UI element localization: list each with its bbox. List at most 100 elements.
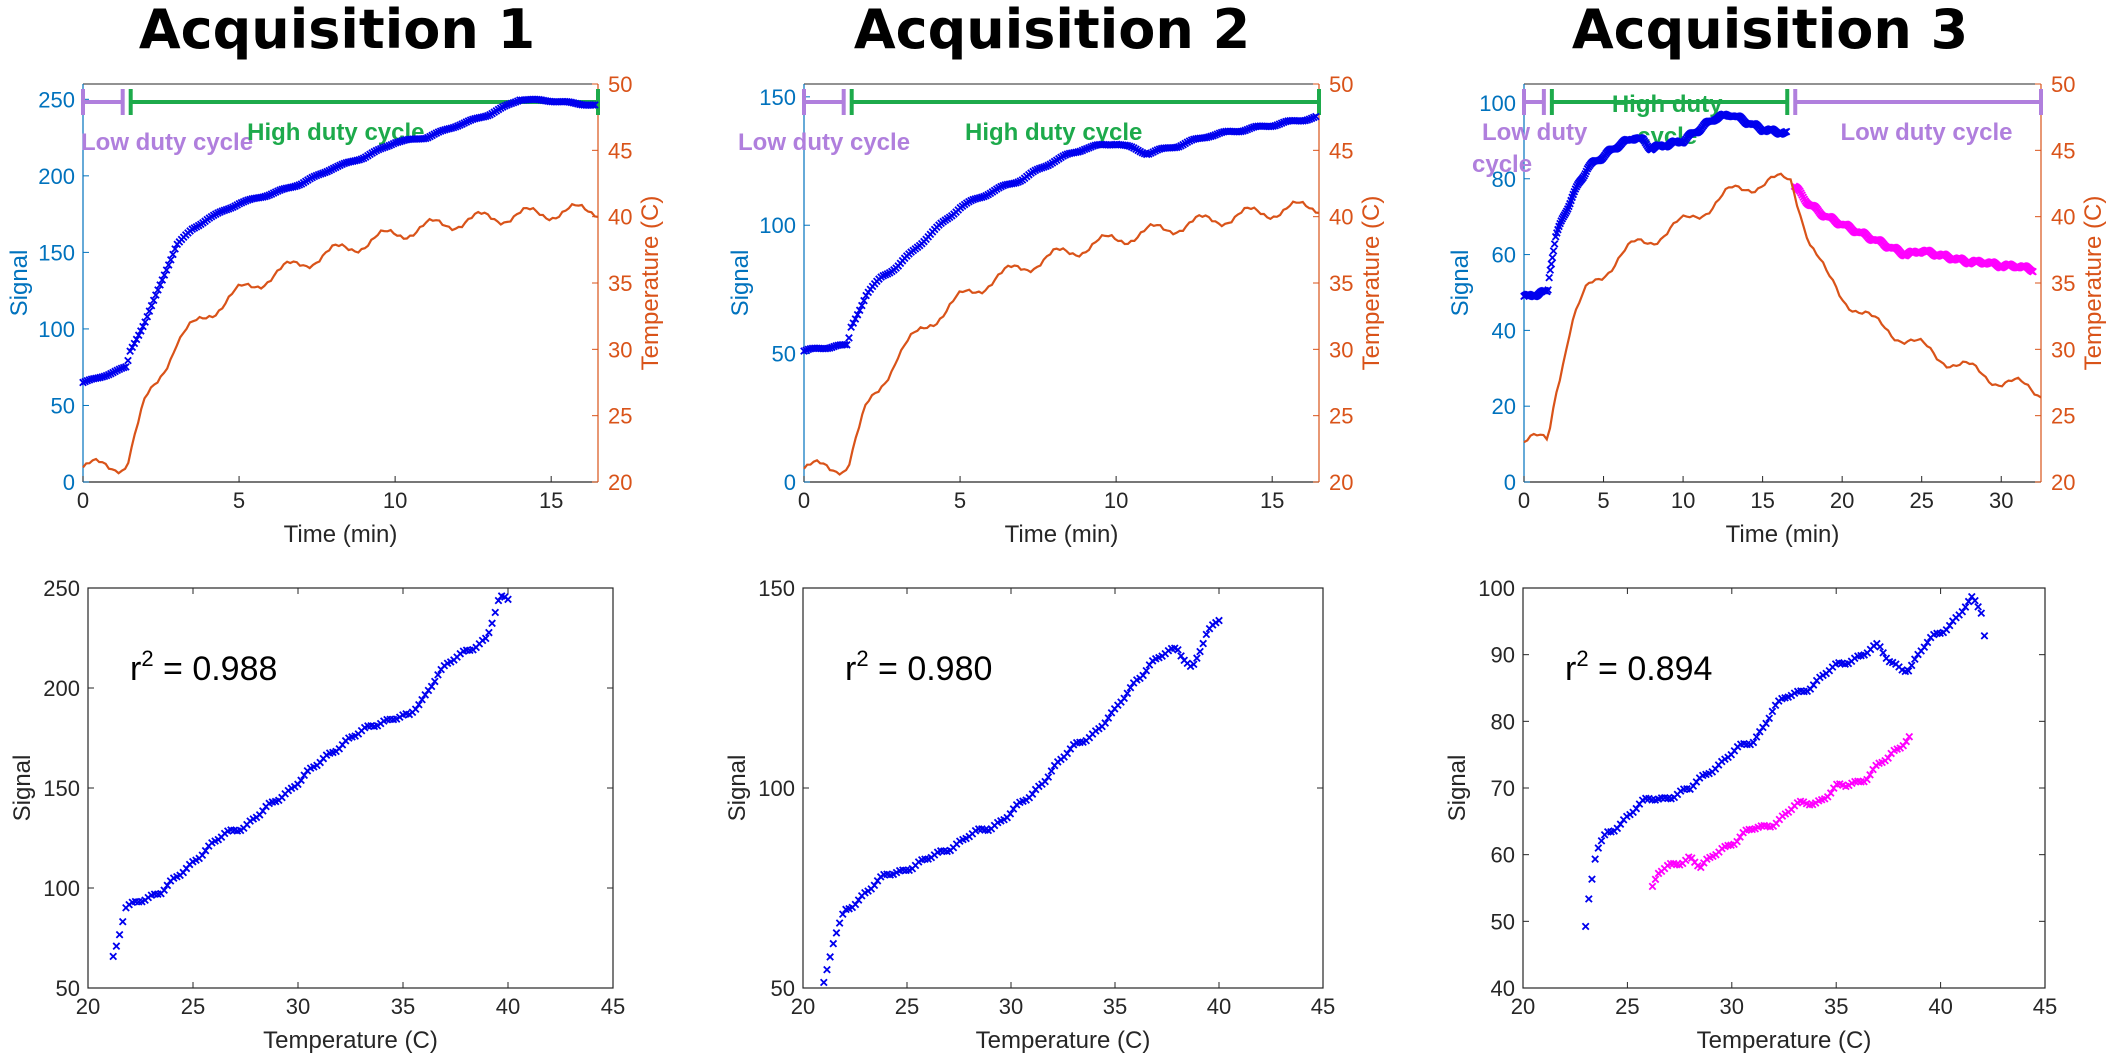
x-tick-label: 35 [1824,994,1848,1019]
x-tick-label: 25 [1615,994,1639,1019]
y-right-tick-label: 25 [2051,404,2075,429]
scatter-point [1588,875,1596,883]
scatter-point [819,978,828,987]
y-tick-label: 60 [1491,843,1515,868]
signal-point [853,310,862,319]
signal-point [842,341,851,349]
y-left-tick-label: 150 [38,240,75,265]
y-left-tick-label: 50 [772,342,796,367]
y-left-tick-label: 150 [759,85,796,110]
x-tick-label: 45 [1311,994,1335,1019]
signal-point [1544,286,1552,294]
signal-point [160,271,169,279]
scatter-point [418,695,426,704]
scatter-point [1189,660,1198,669]
y-tick-label: 80 [1491,709,1515,734]
scatter-point [115,930,124,939]
x-axis-label: Temperature (C) [976,1027,1151,1054]
r-squared-annotation: r2 = 0.980 [845,646,992,688]
y-right-tick-label: 35 [1329,271,1353,296]
r-squared-annotation: r2 = 0.988 [130,646,277,688]
y-tick-label: 90 [1491,643,1515,668]
r-squared-value: = 0.980 [869,650,993,688]
signal-point [1545,273,1553,282]
scatter-point [838,910,847,919]
signal-point [134,331,143,340]
scatter-point [1632,804,1641,813]
signal-point [1312,112,1320,121]
signal-point [224,205,233,213]
scatter-series-0 [109,592,512,961]
signal-point [126,347,134,356]
y-left-tick-label: 50 [51,393,75,418]
scatter-point [421,691,430,699]
y-right-tick-label: 35 [2051,271,2075,296]
signal-point [466,116,475,124]
y-left-tick-label: 40 [1492,318,1516,343]
signal-point [1123,141,1132,150]
scatter-point [1876,642,1884,651]
signal-point [355,155,364,164]
y-right-tick-label: 30 [608,337,632,362]
signal-point [509,98,518,107]
signal-point [1076,147,1085,156]
signal-point [1142,150,1151,159]
y-right-tick-label: 40 [608,205,632,230]
scatter-point [198,851,207,860]
scatter-point [434,670,442,679]
scatter-point [1826,789,1835,797]
y-left-tick-label: 0 [63,470,75,495]
scatter-point [1977,609,1986,618]
signal-point [145,307,154,315]
r-squared-sup: 2 [141,646,153,671]
x-axis-label: Time (min) [1005,521,1119,548]
x-tick-label: 40 [1928,994,1952,1019]
y-right-tick-label: 30 [1329,337,1353,362]
x-tick-label: 20 [1830,488,1854,513]
acq2-scatter-panel: 20 25 30 35 40 45 50 100 150 Temperature (C) Signa… [724,576,1335,1054]
y-right-tick-label: 40 [2051,205,2075,230]
acq1-scatter-panel: 20 25 30 35 40 45 50 100 150 200 250 Temperature (C… [9,576,625,1054]
scatter-point [832,929,841,937]
signal-point [857,301,866,310]
scatter-point [1215,616,1223,625]
x-tick-label: 30 [286,994,310,1019]
signal-point [1782,127,1791,136]
scatter-point [297,776,305,785]
x-tick-label: 10 [1671,488,1695,513]
scatter-point [201,846,210,855]
x-tick-label: 0 [77,488,89,513]
y-left-tick-label: 100 [1479,91,1516,116]
scatter-point [1101,719,1110,727]
scatter-point [1866,770,1874,779]
signal-point [436,127,445,136]
y-left-tick-label: 100 [759,213,796,238]
signal-point [1035,164,1044,173]
scatter-point [1884,754,1892,762]
signal-point [124,356,132,365]
scatter-point [1863,775,1871,784]
scatter-point [1902,737,1911,746]
scatter-point [1591,855,1599,863]
signal-point [507,99,516,108]
signal-point [591,101,599,109]
signal-point [222,205,231,214]
scatter-point [1910,655,1919,663]
y-tick-label: 150 [758,576,795,601]
scatter-point [1174,645,1182,654]
x-tick-label: 25 [181,994,205,1019]
scatter-point [1648,882,1657,891]
signal-point [802,346,810,355]
x-tick-label: 20 [1511,994,1535,1019]
r-squared-sup: 2 [856,646,868,671]
y-right-tick-label: 40 [1329,205,1353,230]
scatter-point [1923,638,1932,647]
signal-point [1074,148,1082,156]
scatter-point [1581,922,1590,931]
signal-point [158,276,167,284]
y-axis-label: Signal [1444,755,1471,822]
signal-point [1239,127,1247,135]
scatter-point [430,677,439,686]
signal-point [381,143,389,151]
